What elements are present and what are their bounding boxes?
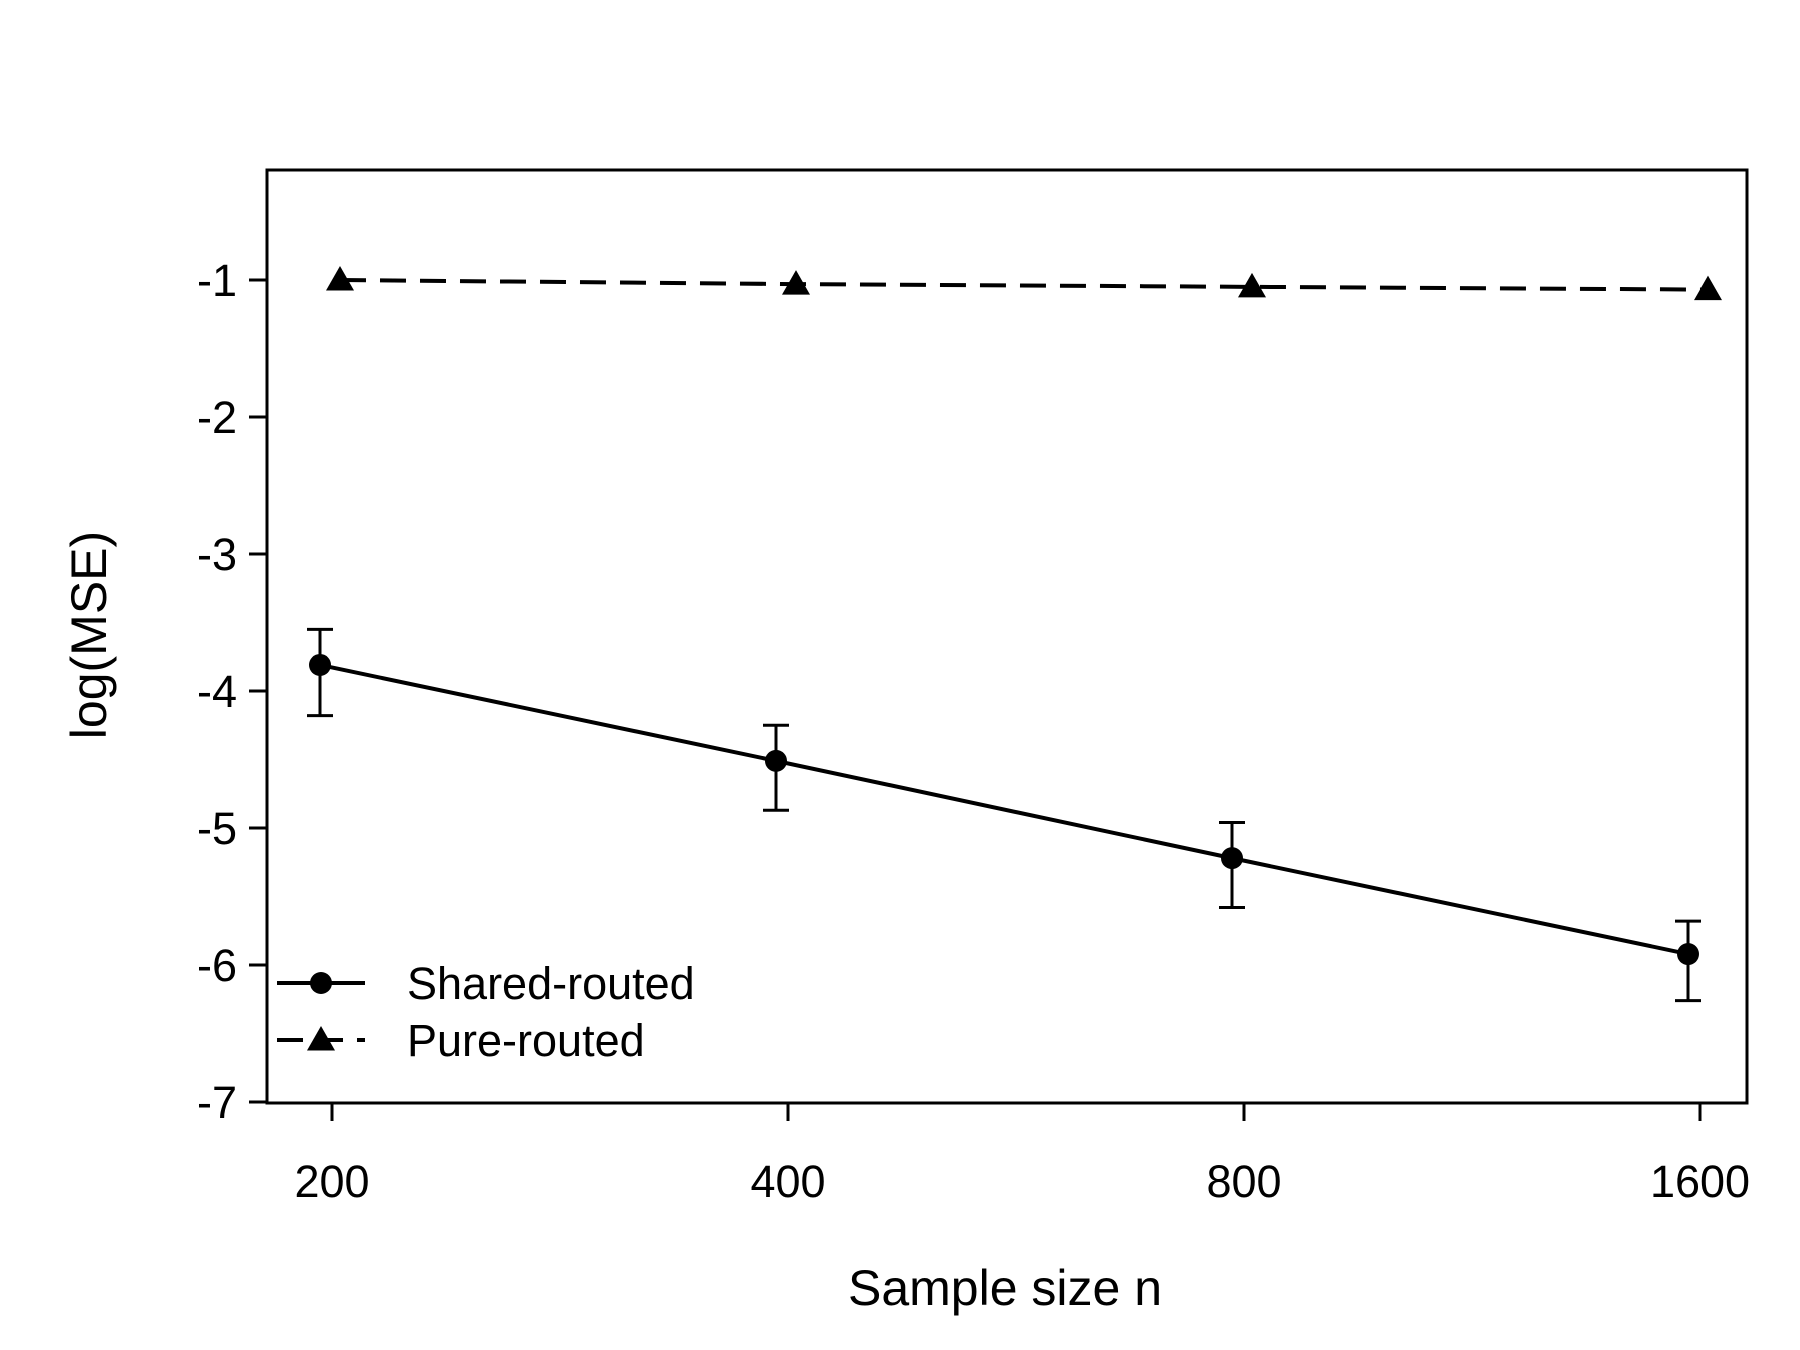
shared-routed-point — [1677, 943, 1699, 966]
series-layer — [307, 266, 1722, 1003]
pure-routed-point — [1694, 275, 1722, 301]
x-axis: 200 400 800 1600 — [294, 1103, 1750, 1207]
legend: Shared-routed Pure-routed — [277, 958, 695, 1066]
legend-pure-routed-label: Pure-routed — [407, 1015, 645, 1066]
x-tick-label: 400 — [750, 1156, 825, 1207]
shared-routed-point — [765, 749, 787, 772]
pure-routed-point — [1238, 272, 1266, 298]
shared-routed-point — [1221, 847, 1243, 870]
x-tick-label: 200 — [294, 1156, 369, 1207]
y-tick-label: -2 — [197, 392, 237, 443]
y-tick-label: -4 — [197, 666, 237, 717]
x-tick-label: 1600 — [1650, 1156, 1750, 1207]
shared-routed-line — [319, 663, 1689, 956]
pure-routed-line — [339, 278, 1709, 292]
plot-frame — [265, 168, 1749, 1105]
y-tick-label: -1 — [197, 255, 237, 306]
pure-routed-point — [326, 266, 354, 291]
x-tick-label: 800 — [1206, 1156, 1281, 1207]
legend-pure-routed-marker — [307, 1026, 335, 1051]
y-tick-label: -3 — [197, 529, 237, 580]
y-tick-label: -5 — [197, 803, 237, 854]
y-axis: -1 -2 -3 -4 -5 -6 -7 — [197, 255, 267, 1128]
shared-routed-point — [309, 653, 331, 676]
y-tick-label: -7 — [197, 1077, 237, 1128]
y-axis-label: log(MSE) — [61, 531, 117, 739]
x-axis-label: Sample size n — [848, 1260, 1162, 1316]
legend-shared-routed-label: Shared-routed — [407, 958, 695, 1009]
legend-shared-routed-marker — [310, 972, 332, 994]
y-tick-label: -6 — [197, 940, 237, 991]
pure-routed-point — [782, 270, 810, 295]
